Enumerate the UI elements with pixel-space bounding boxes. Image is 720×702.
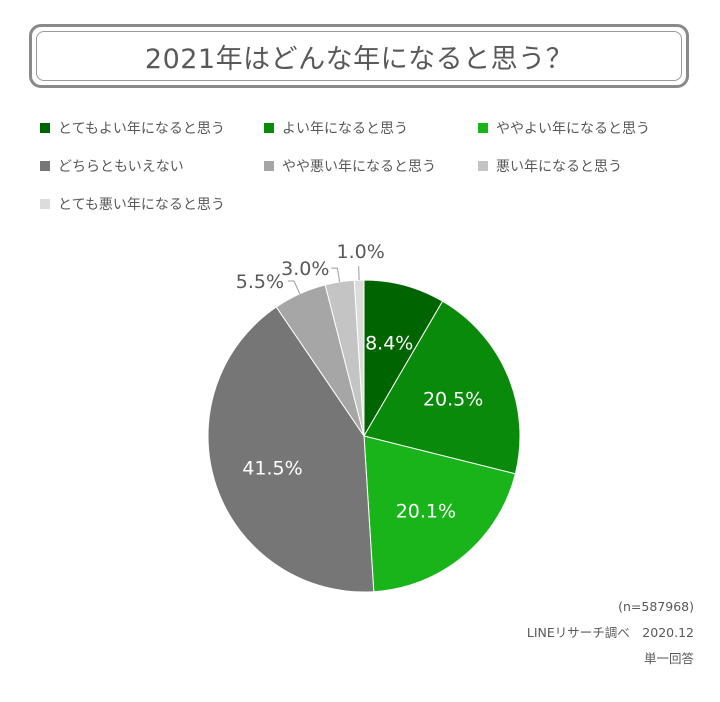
legend-label-1: よい年になると思う	[282, 121, 408, 137]
legend-swatch-2	[478, 123, 488, 133]
title-inner-frame: 2021年はどんな年になると思う？	[36, 31, 682, 81]
pie-label-0: 8.4%	[365, 333, 413, 355]
pie-leader-4	[288, 280, 301, 295]
chart-notes: (n=587968) LINEリサーチ調べ 2020.12 単一回答	[527, 594, 694, 672]
source-note: LINEリサーチ調べ 2020.12	[526, 625, 694, 640]
legend-label-3: どちらともいえない	[58, 159, 184, 175]
pie-leader-5	[331, 267, 341, 282]
legend-swatch-0	[40, 123, 50, 133]
pie-slice-6	[353, 279, 365, 437]
legend-item-4: やや悪い年になると思う	[264, 156, 436, 176]
pie-label-2: 20.1%	[396, 500, 456, 522]
pie-label-6: 1.0%	[337, 241, 385, 263]
legend-item-2: ややよい年になると思う	[478, 118, 650, 138]
pie-slice-1	[363, 300, 521, 475]
legend-label-5: 悪い年になると思う	[496, 159, 622, 175]
legend-item-5: 悪い年になると思う	[478, 156, 622, 176]
legend-item-0: とてもよい年になると思う	[40, 118, 225, 138]
legend-swatch-1	[264, 123, 274, 133]
pie-label-3: 41.5%	[242, 457, 302, 479]
legend-swatch-6	[40, 199, 50, 209]
sample-size-note: (n=587968)	[618, 599, 694, 614]
chart-title: 2021年はどんな年になると思う？	[144, 43, 574, 75]
legend-swatch-5	[478, 161, 488, 171]
pie-slice-2	[363, 435, 516, 593]
pie-slice-3	[207, 306, 375, 593]
pie-label-4: 5.5%	[236, 271, 284, 293]
pie-label-1: 20.5%	[423, 388, 483, 410]
legend-label-4: やや悪い年になると思う	[282, 159, 436, 175]
answer-type-note: 単一回答	[643, 651, 694, 666]
legend-swatch-3	[40, 161, 50, 171]
title-frame: 2021年はどんな年になると思う？	[29, 24, 689, 88]
legend-item-3: どちらともいえない	[40, 156, 184, 176]
legend-swatch-4	[264, 161, 274, 171]
legend-item-6: とても悪い年になると思う	[40, 194, 225, 214]
legend-item-1: よい年になると思う	[264, 118, 408, 138]
legend-label-0: とてもよい年になると思う	[58, 121, 225, 137]
legend-label-2: ややよい年になると思う	[496, 121, 650, 137]
pie-label-5: 3.0%	[281, 258, 329, 280]
legend-label-6: とても悪い年になると思う	[58, 197, 225, 213]
